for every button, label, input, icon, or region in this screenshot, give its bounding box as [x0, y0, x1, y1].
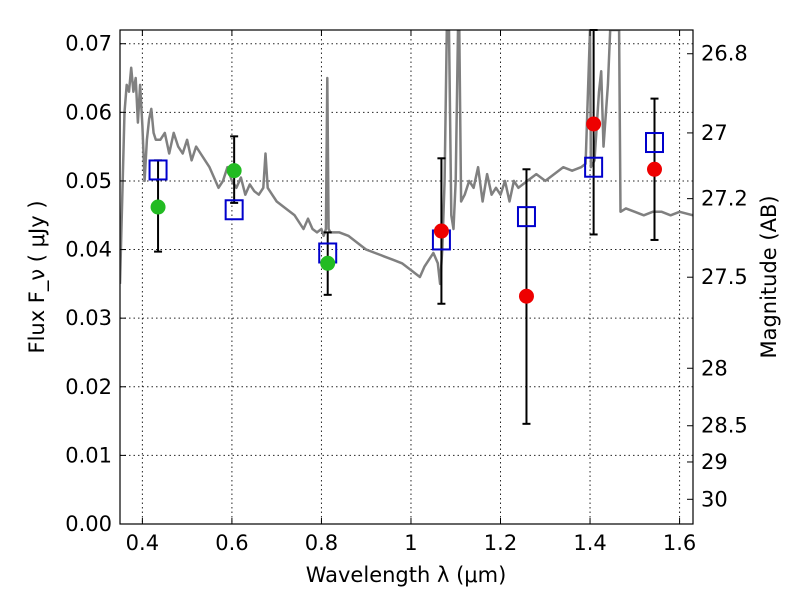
right-tick-label: 29	[701, 450, 728, 474]
y-tick-label: 0.03	[65, 306, 112, 330]
y-tick-label: 0.00	[65, 512, 112, 536]
marker-layer	[148, 116, 665, 304]
x-tick-label: 1.6	[663, 531, 696, 555]
right-tick-label: 26.8	[701, 42, 748, 66]
observed-flux-point	[150, 199, 166, 215]
model-photometry-square	[584, 156, 604, 178]
x-tick-label: 0.6	[215, 531, 248, 555]
error-bar-layer	[154, 29, 659, 425]
x-tick-label: 1	[404, 531, 417, 555]
x-axis-label: Wavelength λ (μm)	[306, 563, 507, 587]
observed-flux-point	[586, 116, 602, 132]
y-axis-label: Flux F_ν ( μJy )	[25, 200, 50, 353]
right-tick-label: 28.5	[701, 414, 748, 438]
model-sed-layer	[120, 30, 693, 286]
model-photometry-square	[516, 206, 536, 228]
x-tick-label: 1.2	[484, 531, 517, 555]
y-tick-label: 0.01	[65, 443, 112, 467]
model-photometry-square	[224, 199, 244, 221]
y-tick-label: 0.06	[65, 100, 112, 124]
right-tick-label: 28	[701, 356, 728, 380]
right-tick-label: 27.5	[701, 265, 748, 289]
y-tick-label: 0.05	[65, 169, 112, 193]
observed-flux-point	[433, 223, 449, 239]
x-tick-label: 0.4	[126, 531, 159, 555]
right-axis-label: Magnitude (AB)	[757, 195, 781, 358]
y-tick-label: 0.04	[65, 238, 112, 262]
x-tick-label: 1.4	[573, 531, 606, 555]
observed-flux-point	[320, 255, 336, 271]
model-photometry-square	[148, 159, 168, 181]
observed-flux-point	[647, 161, 663, 177]
right-tick-label: 27	[701, 121, 728, 145]
model-photometry-square	[645, 132, 665, 154]
y-tick-label: 0.07	[65, 32, 112, 56]
observed-flux-point	[226, 163, 242, 179]
right-tick-label: 30	[701, 487, 728, 511]
tick-layer: 0.4 0.6 0.8 1 1.2 1.4 1.6 0.00 0.01 0.02 0.03 0.04 0…	[65, 30, 748, 555]
right-tick-label: 27.2	[701, 187, 748, 211]
y-tick-label: 0.02	[65, 375, 112, 399]
x-tick-label: 0.8	[305, 531, 338, 555]
observed-flux-point	[518, 288, 534, 304]
model-sed-line	[120, 30, 693, 286]
